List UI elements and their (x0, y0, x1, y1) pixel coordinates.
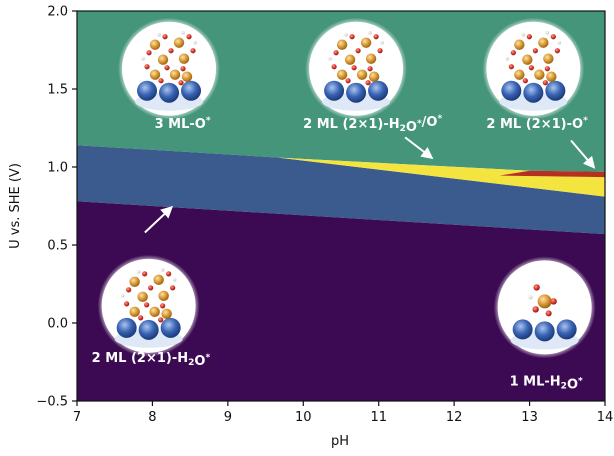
x-tick-label: 13 (521, 410, 538, 425)
arrow-to-2ml-h2o-region (144, 205, 174, 234)
phase-labels: 3 ML-O* 2 ML (2×1)-H2O*/O* 2 ML (2×1)-O* 2 … (92, 114, 588, 392)
y-tick-label: 1.0 (47, 161, 68, 176)
plot-frame (76, 10, 606, 402)
x-tick-label: 14 (597, 410, 614, 425)
region-2ml-h2o-o (278, 157, 605, 197)
x-axis-title: pH (331, 434, 349, 449)
y-tick-label: 0.0 (47, 317, 68, 332)
x-tick-label: 10 (295, 410, 312, 425)
inset-2ml-h2o-o-structure-image (305, 17, 408, 120)
y-axis-title: U vs. SHE (V) (8, 163, 23, 249)
x-tick-label: 9 (224, 410, 232, 425)
inset-2ml-o-structure-image (482, 17, 585, 120)
inset-2ml-h2o-structure-image (97, 254, 200, 357)
region-2ml-h2o (77, 145, 605, 235)
phase-label-2ml-o: 2 ML (2×1)-O* (486, 116, 588, 132)
phase-label-2ml-h2o-o: 2 ML (2×1)-H2O*/O* (303, 114, 442, 135)
y-tick-label: 0.5 (47, 239, 68, 254)
phase-label-2ml-h2o: 2 ML (2×1)-H2O* (92, 351, 211, 369)
arrow-to-red-region (570, 139, 596, 169)
inset-3ml-o-structure-image (118, 17, 221, 120)
y-tick-label: 2.0 (47, 5, 68, 20)
inset-1ml-h2o-structure-image (493, 256, 596, 359)
arrow-to-yellow-region (404, 136, 434, 160)
x-tick-label: 12 (446, 410, 463, 425)
structure-insets (97, 17, 596, 359)
phase-label-1ml-h2o: 1 ML-H2O* (510, 374, 583, 392)
axes: 7 8 9 10 11 12 13 14 −0.5 0.0 0.5 1.0 1.5 2.0 (36, 5, 613, 426)
region-2ml-o (499, 170, 605, 178)
y-tick-label: −0.5 (36, 395, 68, 410)
x-tick-label: 11 (370, 410, 387, 425)
y-tick-label: 1.5 (47, 83, 68, 98)
x-tick-label: 7 (73, 410, 81, 425)
annotation-arrows (144, 136, 596, 234)
x-tick-label: 8 (148, 410, 156, 425)
phase-label-3ml-o: 3 ML-O* (155, 116, 211, 132)
region-1ml-h2o (77, 201, 605, 401)
